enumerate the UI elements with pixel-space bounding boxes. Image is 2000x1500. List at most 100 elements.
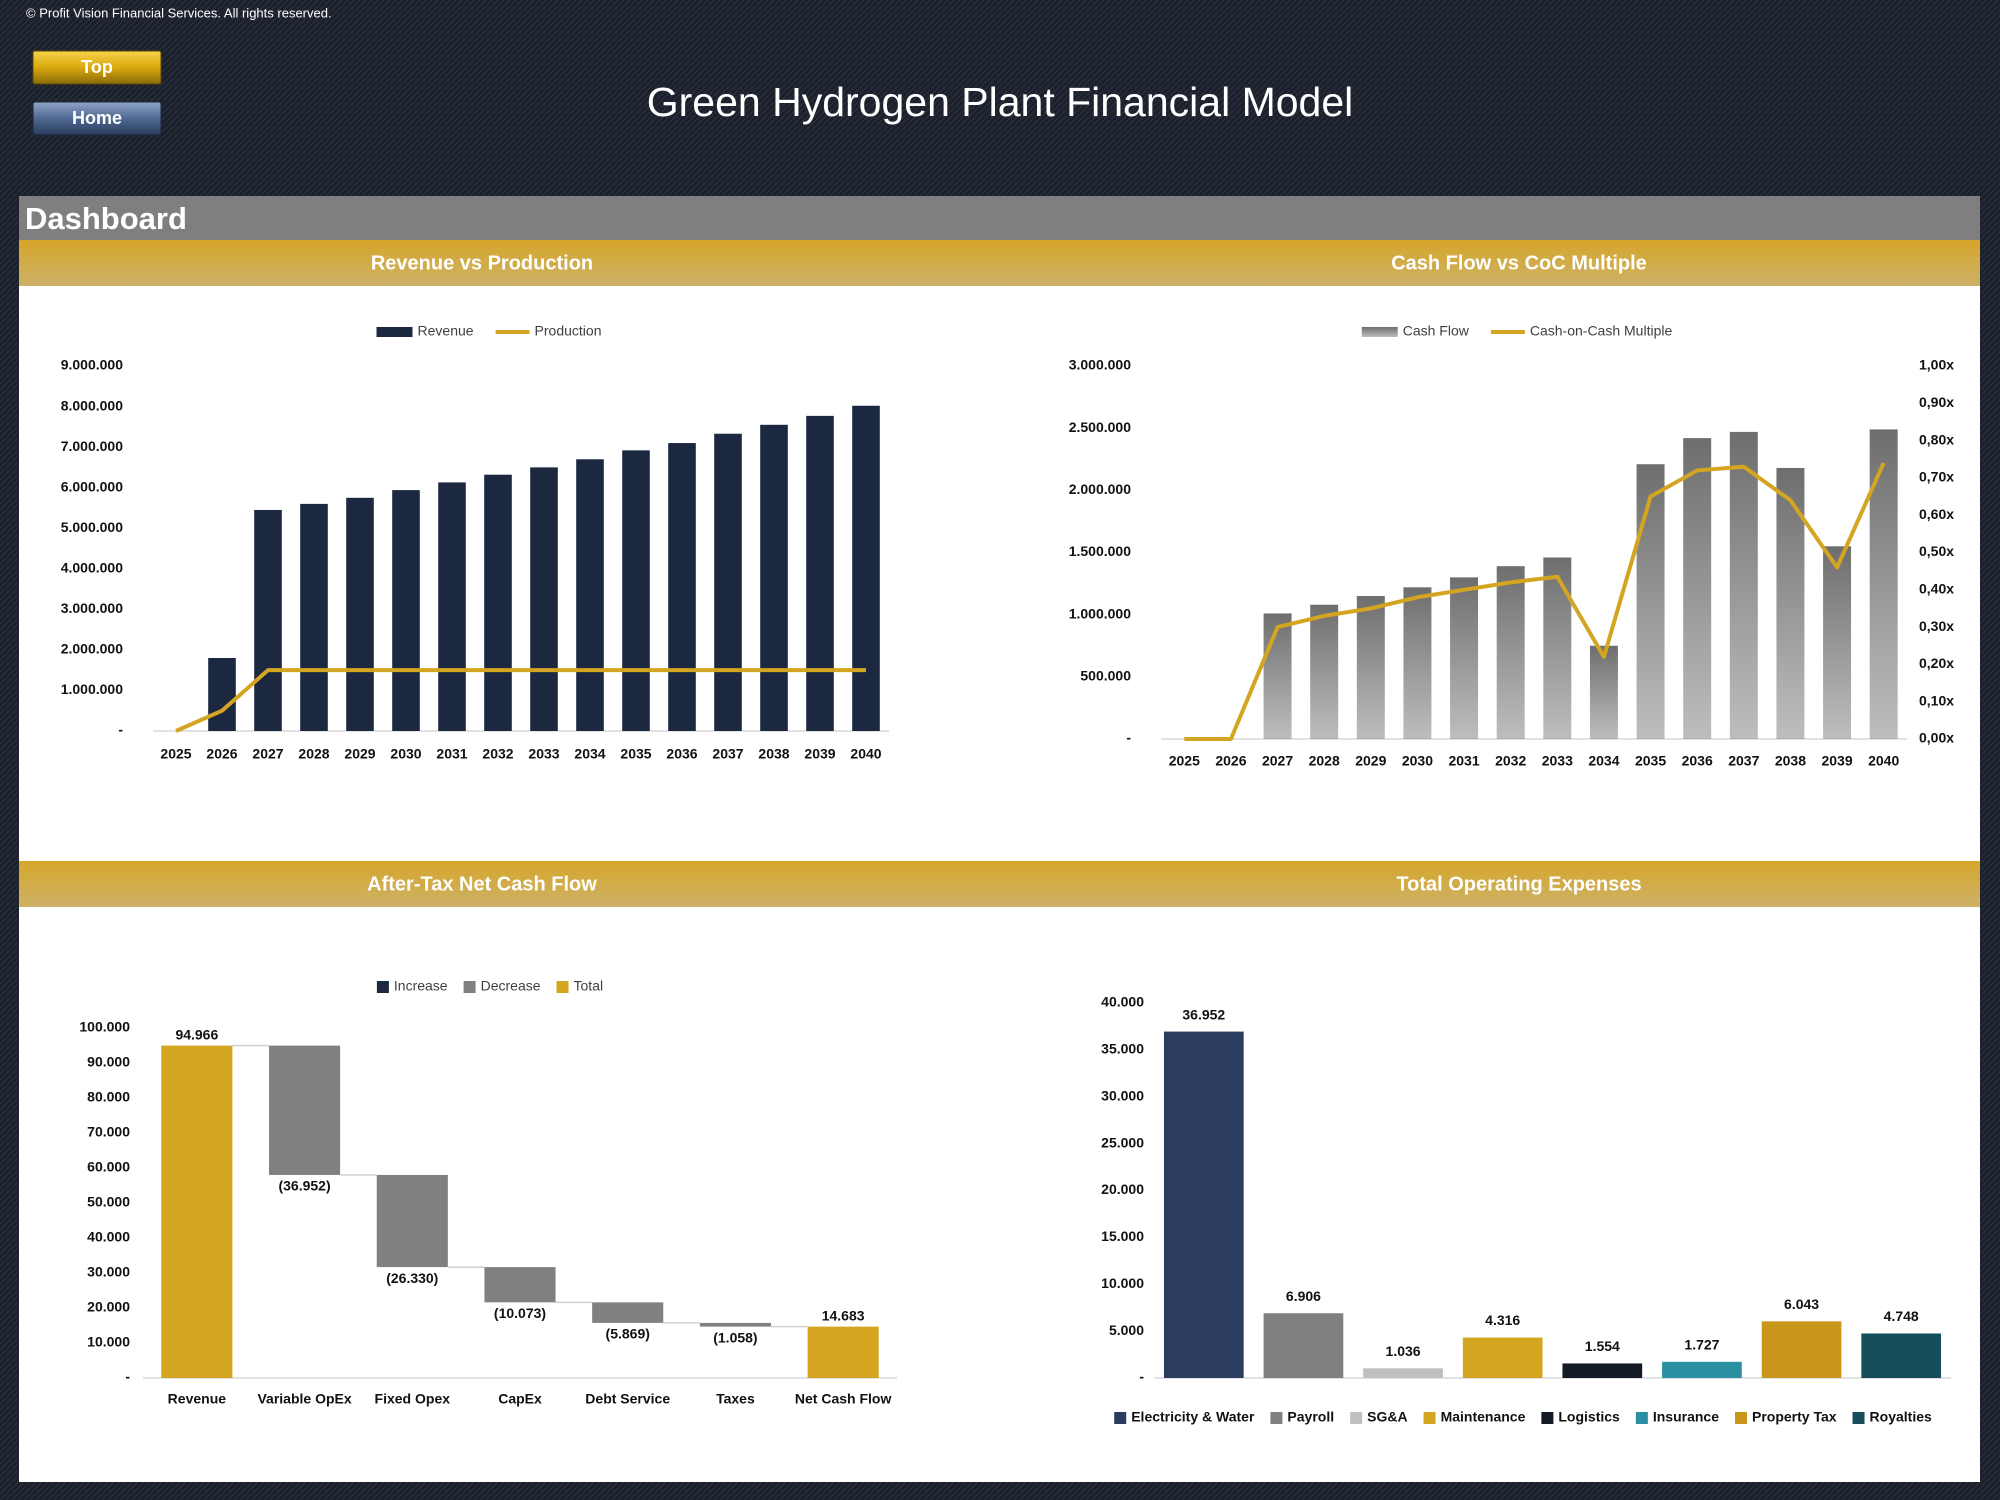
data-label: 1.727	[1684, 1337, 1719, 1353]
data-label: 1.554	[1585, 1338, 1620, 1354]
x-tick-label: 2029	[344, 746, 375, 762]
bar	[1662, 1361, 1742, 1378]
y-tick-label: 40.000	[87, 1229, 130, 1245]
y-tick-label: 0,70x	[1919, 469, 1954, 485]
section-title: Dashboard	[25, 201, 187, 236]
x-tick-label: Revenue	[168, 1391, 227, 1407]
y-tick-label: 90.000	[87, 1054, 130, 1070]
legend: Electricity & Water Payroll SG&A Maintenanc…	[1114, 1409, 1932, 1425]
x-tick-label: 2040	[1868, 753, 1899, 769]
x-tick-label: 2030	[390, 746, 421, 762]
y-tick-label: 3.000.000	[1069, 357, 1131, 373]
x-tick-label: 2026	[1215, 753, 1246, 769]
x-tick-label: 2027	[252, 746, 283, 762]
line	[1184, 462, 1886, 741]
x-tick-label: 2034	[574, 746, 605, 762]
legend-swatch	[556, 981, 569, 993]
y-tick-label: 6.000.000	[61, 478, 123, 494]
home-button-label[interactable]: Home	[72, 108, 122, 128]
top-button[interactable]	[32, 50, 162, 85]
home-button[interactable]	[32, 101, 162, 136]
y-tick-label: 0,50x	[1919, 543, 1954, 559]
y-tick-label: 30.000	[87, 1264, 130, 1280]
bar	[1496, 566, 1525, 739]
data-label: 94.966	[175, 1026, 218, 1042]
legend-swatch	[1350, 1412, 1363, 1424]
y-tick-label: 0,00x	[1919, 730, 1954, 746]
bar	[1823, 546, 1852, 739]
legend-swatch	[463, 981, 476, 993]
y-tick-label: 2.000.000	[1069, 481, 1131, 497]
bar	[254, 509, 282, 731]
legend-label: Royalties	[1870, 1409, 1932, 1425]
y-tick-label: 5.000	[1109, 1322, 1144, 1338]
top-button-label[interactable]: Top	[81, 57, 113, 77]
bar	[208, 658, 236, 731]
x-tick-label: 2038	[1775, 753, 1806, 769]
data-label: (36.952)	[278, 1178, 330, 1194]
x-tick-label: 2035	[620, 746, 651, 762]
x-tick-label: 2033	[528, 746, 559, 762]
panel-title: Cash Flow vs CoC Multiple	[1391, 252, 1647, 274]
x-tick-label: 2028	[1309, 753, 1340, 769]
y-tick-label: 100.000	[79, 1019, 130, 1035]
bar	[1562, 1363, 1643, 1378]
x-tick-label: 2025	[160, 746, 191, 762]
x-tick-label: Fixed Opex	[375, 1391, 451, 1407]
x-tick-label: 2031	[1448, 753, 1479, 769]
y-tick-label: 4.000.000	[61, 559, 123, 575]
legend: Revenue Production	[376, 323, 601, 339]
bar	[1869, 429, 1898, 739]
bar	[1263, 1313, 1344, 1378]
panel-header	[19, 861, 1980, 907]
y-tick-label: 20.000	[87, 1299, 130, 1315]
y-tick-label: 2.500.000	[1069, 419, 1131, 435]
bar	[1543, 557, 1572, 739]
legend-swatch	[1852, 1412, 1865, 1424]
copyright: © Profit Vision Financial Services. All …	[26, 5, 332, 20]
y-tick-label: 30.000	[1101, 1087, 1144, 1103]
legend-swatch	[376, 327, 413, 337]
data-label: 36.952	[1182, 1006, 1225, 1022]
bar	[668, 443, 696, 731]
x-tick-label: Net Cash Flow	[795, 1391, 892, 1407]
x-tick-label: 2026	[206, 746, 237, 762]
bar	[1450, 577, 1479, 739]
data-label: (26.330)	[386, 1270, 438, 1286]
waterfall-bar	[484, 1267, 556, 1303]
legend-label: Electricity & Water	[1131, 1409, 1255, 1425]
x-tick-label: 2039	[804, 746, 835, 762]
legend-swatch	[1541, 1412, 1554, 1424]
y-tick-label: 0,20x	[1919, 655, 1954, 671]
data-label: 6.906	[1286, 1288, 1321, 1304]
bar	[1403, 587, 1432, 739]
legend-swatch	[1270, 1412, 1283, 1424]
y-tick-label: -	[125, 1369, 130, 1385]
legend-label: Total	[574, 978, 604, 994]
x-tick-label: 2036	[1682, 753, 1713, 769]
bar	[392, 490, 420, 731]
waterfall-bar	[376, 1174, 448, 1268]
y-tick-label: 5.000.000	[61, 519, 123, 535]
data-label: 4.748	[1884, 1308, 1919, 1324]
data-label: (10.073)	[494, 1305, 546, 1321]
data-label: 6.043	[1784, 1296, 1819, 1312]
x-tick-label: 2028	[298, 746, 329, 762]
panel-title: After-Tax Net Cash Flow	[367, 873, 597, 895]
waterfall-bar	[807, 1326, 879, 1378]
y-tick-label: 1.000.000	[1069, 605, 1131, 621]
legend-label: Cash Flow	[1403, 323, 1470, 339]
bar	[530, 467, 558, 731]
legend-label: Property Tax	[1752, 1409, 1837, 1425]
x-tick-label: 2039	[1821, 753, 1852, 769]
bar	[806, 415, 834, 731]
y-tick-label: -	[1139, 1369, 1144, 1385]
x-tick-label: Debt Service	[585, 1391, 670, 1407]
x-tick-label: 2035	[1635, 753, 1666, 769]
bar	[1861, 1333, 1942, 1378]
section-bar	[19, 196, 1980, 240]
x-tick-label: CapEx	[498, 1391, 542, 1407]
y-tick-label: 20.000	[1101, 1181, 1144, 1197]
waterfall-bar	[592, 1302, 664, 1323]
